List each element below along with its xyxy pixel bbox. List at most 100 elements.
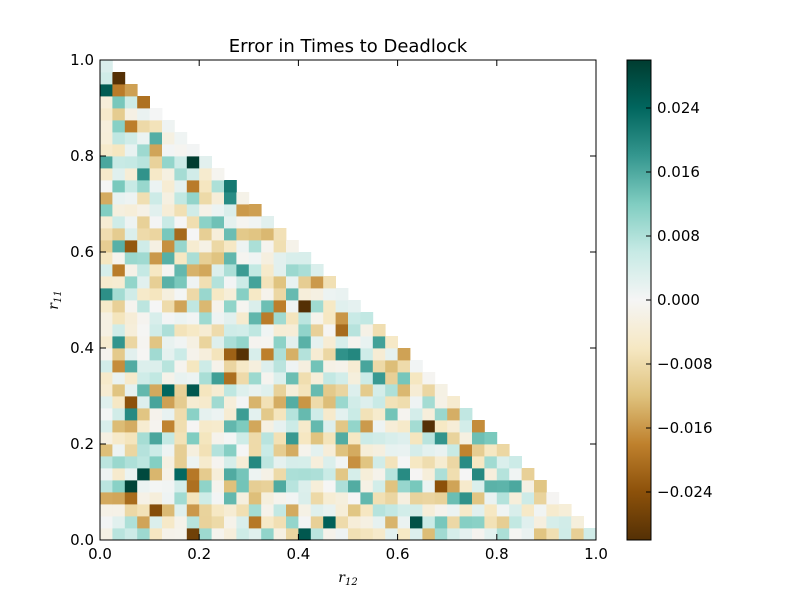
heatmap-cell: [149, 348, 163, 361]
heatmap-cell: [298, 456, 312, 469]
heatmap-cell: [310, 480, 324, 493]
heatmap-cell: [174, 132, 188, 145]
heatmap-cell: [546, 516, 560, 529]
heatmap-cell: [348, 432, 361, 445]
heatmap-cell: [484, 516, 498, 529]
heatmap-cell: [124, 216, 138, 229]
heatmap-cell: [149, 228, 163, 241]
heatmap-cell: [286, 324, 299, 337]
heatmap-cell: [174, 192, 188, 205]
heatmap-cell: [211, 372, 225, 385]
heatmap-cell: [236, 324, 250, 337]
heatmap-cell: [335, 384, 349, 397]
colorbar-tick-label: −0.016: [657, 419, 713, 437]
heatmap-cell: [100, 180, 113, 193]
heatmap-cell: [248, 396, 262, 409]
heatmap-cell: [149, 108, 163, 121]
heatmap-cell: [162, 204, 175, 217]
heatmap-cell: [310, 396, 324, 409]
heatmap-cell: [124, 108, 138, 121]
heatmap-cell: [224, 180, 237, 193]
heatmap-cell: [112, 120, 126, 133]
heatmap-cell: [149, 528, 163, 541]
heatmap-cell: [397, 528, 411, 541]
heatmap-cell: [348, 408, 361, 421]
heatmap-cell: [124, 396, 138, 409]
heatmap-cell: [199, 348, 212, 361]
colorbar-tick-label: −0.024: [657, 483, 713, 501]
heatmap-cell: [422, 408, 436, 421]
heatmap-cell: [124, 144, 138, 157]
heatmap-cell: [534, 528, 547, 541]
heatmap-cell: [174, 168, 188, 181]
heatmap-cell: [261, 468, 274, 481]
heatmap-cell: [224, 468, 237, 481]
heatmap-cell: [224, 396, 237, 409]
heatmap-cell: [348, 528, 361, 541]
heatmap-cell: [248, 468, 262, 481]
heatmap-cell: [298, 480, 312, 493]
heatmap-cell: [348, 456, 361, 469]
heatmap-cell: [236, 288, 250, 301]
heatmap-cell: [558, 504, 572, 517]
heatmap-cell: [100, 288, 113, 301]
heatmap-cell: [323, 444, 336, 457]
heatmap-cell: [372, 444, 386, 457]
heatmap-cell: [372, 504, 386, 517]
heatmap-cell: [149, 492, 163, 505]
heatmap-cell: [397, 360, 411, 373]
heatmap-cell: [310, 432, 324, 445]
heatmap-cell: [211, 168, 225, 181]
heatmap-cell: [447, 432, 460, 445]
heatmap-cell: [335, 492, 349, 505]
heatmap-cell: [236, 312, 250, 325]
heatmap-cell: [112, 396, 126, 409]
heatmap-cell: [286, 336, 299, 349]
heatmap-cell: [323, 420, 336, 433]
heatmap-cell: [100, 516, 113, 529]
heatmap-cell: [137, 468, 150, 481]
heatmap-cell: [149, 144, 163, 157]
heatmap-cell: [298, 444, 312, 457]
heatmap-cell: [323, 372, 336, 385]
heatmap-cell: [199, 180, 212, 193]
heatmap-cell: [310, 276, 324, 289]
heatmap-cell: [248, 228, 262, 241]
heatmap-cell: [298, 528, 312, 541]
heatmap-cell: [186, 420, 200, 433]
heatmap-cell: [211, 384, 225, 397]
heatmap-cell: [434, 504, 448, 517]
heatmap-cell: [137, 120, 150, 133]
heatmap-cell: [323, 360, 336, 373]
heatmap-cell: [211, 456, 225, 469]
heatmap-cell: [162, 300, 175, 313]
heatmap-cell: [273, 336, 287, 349]
x-tick-label: 0.0: [88, 545, 112, 563]
heatmap-cell: [472, 516, 485, 529]
heatmap-cell: [422, 396, 436, 409]
x-axis-label: r12: [338, 570, 357, 588]
heatmap-cell: [484, 504, 498, 517]
heatmap-cell: [248, 456, 262, 469]
heatmap-cell: [323, 504, 336, 517]
heatmap-cell: [286, 492, 299, 505]
heatmap-cell: [509, 480, 522, 493]
heatmap-cell: [124, 324, 138, 337]
heatmap-cell: [112, 480, 126, 493]
heatmap-cell: [124, 252, 138, 265]
heatmap-cell: [112, 72, 126, 85]
heatmap-cell: [124, 420, 138, 433]
heatmap-cell: [112, 252, 126, 265]
heatmap-cell: [124, 204, 138, 217]
heatmap-cell: [186, 336, 200, 349]
heatmap-cell: [546, 504, 560, 517]
heatmap-cell: [496, 468, 510, 481]
heatmap-cell: [211, 468, 225, 481]
heatmap-cell: [372, 324, 386, 337]
heatmap-cell: [521, 516, 535, 529]
heatmap-cell: [410, 516, 423, 529]
heatmap-cell: [124, 456, 138, 469]
heatmap-cell: [434, 468, 448, 481]
heatmap-cell: [385, 420, 398, 433]
heatmap-cell: [211, 408, 225, 421]
